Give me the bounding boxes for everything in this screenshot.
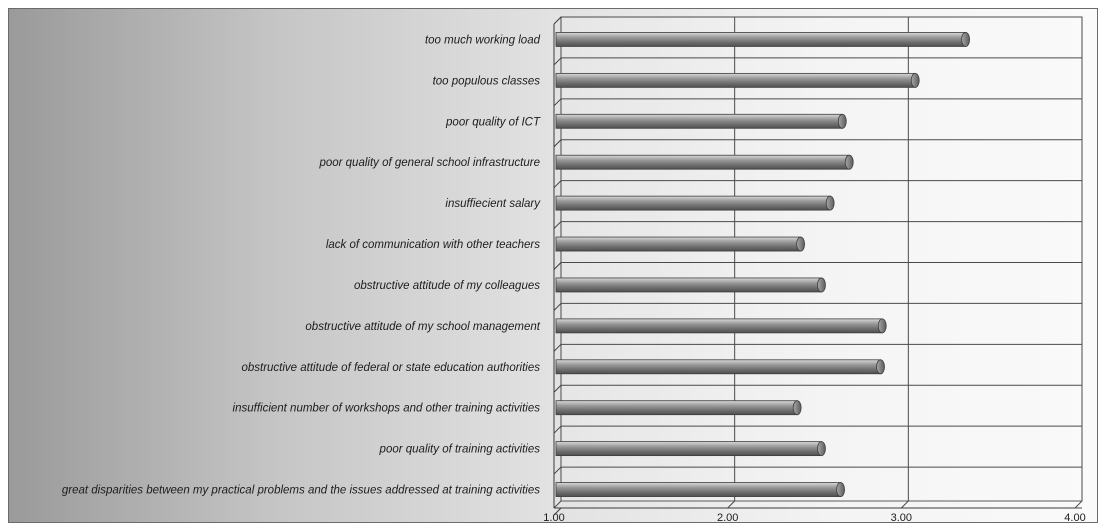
category-label: lack of communication with other teacher… — [326, 239, 540, 251]
y-axis-tick — [553, 180, 562, 189]
bar-body — [555, 400, 798, 416]
category-label: obstructive attitude of my school manage… — [305, 321, 540, 333]
bar-body — [555, 277, 822, 293]
bar — [555, 318, 887, 334]
category-label: insuffiecient salary — [445, 198, 541, 210]
y-axis-tick — [553, 221, 562, 229]
bar-body — [555, 154, 850, 170]
y-axis-tick — [553, 343, 562, 352]
bar — [555, 441, 826, 457]
gridlines — [553, 16, 1083, 516]
bar-cap — [961, 32, 970, 47]
bar-cap — [877, 318, 887, 334]
bar-cap — [876, 359, 885, 375]
x-tick-label: 2.00 — [717, 512, 738, 523]
category-label: insufficient number of workshops and oth… — [233, 403, 541, 415]
bar-cap — [910, 72, 920, 88]
category-label: poor quality of general school infrastru… — [318, 157, 540, 169]
bar-cap — [817, 277, 826, 293]
plot-area — [560, 16, 1083, 502]
bar-body — [555, 72, 916, 88]
category-label: poor quality of ICT — [445, 116, 541, 128]
bar-cap — [837, 113, 847, 129]
x-tick-label: 1.00 — [543, 512, 564, 523]
x-tick-label: 3.00 — [891, 512, 912, 523]
bar-cap — [844, 154, 854, 170]
bar — [555, 113, 847, 129]
bar-body — [555, 318, 883, 334]
x-gridline-depth — [1074, 500, 1083, 509]
bar-cap — [796, 236, 806, 252]
category-label: obstructive attitude of federal or state… — [241, 362, 540, 374]
chart-frame: too much working load too populous classe… — [8, 8, 1098, 523]
y-axis-tick — [553, 262, 562, 270]
category-label: poor quality of training activities — [379, 444, 541, 456]
bar — [555, 154, 854, 170]
bar-cap — [836, 482, 845, 497]
category-label: too populous classes — [433, 75, 541, 87]
category-labels: too much working load too populous classe… — [62, 34, 541, 496]
bars — [555, 32, 970, 497]
bar — [555, 359, 885, 375]
y-axis-tick — [553, 507, 562, 516]
category-label: great disparities between my practical p… — [62, 485, 540, 497]
bar-body — [555, 113, 843, 129]
x-gridline-depth — [727, 500, 736, 509]
y-axis-tick — [553, 384, 562, 393]
y-axis-tick — [553, 139, 562, 148]
y-axis-tick — [553, 303, 562, 311]
plot-back-wall — [560, 16, 1083, 502]
y-axis-tick — [553, 98, 562, 107]
bar-chart: too much working load too populous classe… — [62, 16, 1086, 523]
bar-cap — [792, 400, 802, 416]
bar — [555, 482, 845, 497]
bar-body — [555, 441, 822, 457]
bar — [555, 277, 826, 293]
bar — [555, 72, 920, 88]
bar-cap — [817, 441, 826, 457]
bar-cap — [825, 195, 835, 211]
bar-body — [555, 359, 881, 375]
y-axis-tick — [553, 466, 562, 475]
x-tick-label: 4.00 — [1064, 512, 1085, 523]
bar — [555, 195, 835, 211]
bar — [555, 236, 806, 252]
x-gridline-depth — [553, 500, 562, 509]
category-label: too much working load — [425, 34, 541, 46]
bar-body — [555, 32, 966, 47]
bar-body — [555, 482, 841, 497]
bar-body — [555, 236, 802, 252]
x-gridline-depth — [900, 500, 909, 509]
x-tick-labels: 1.00 2.00 3.00 4.00 — [543, 512, 1085, 523]
y-axis-tick — [553, 16, 562, 25]
y-axis-tick — [553, 57, 562, 66]
bar — [555, 400, 802, 416]
category-label: obstructive attitude of my colleagues — [354, 280, 540, 292]
y-axis-tick — [553, 425, 562, 434]
bar — [555, 32, 970, 47]
bar-body — [555, 195, 831, 211]
